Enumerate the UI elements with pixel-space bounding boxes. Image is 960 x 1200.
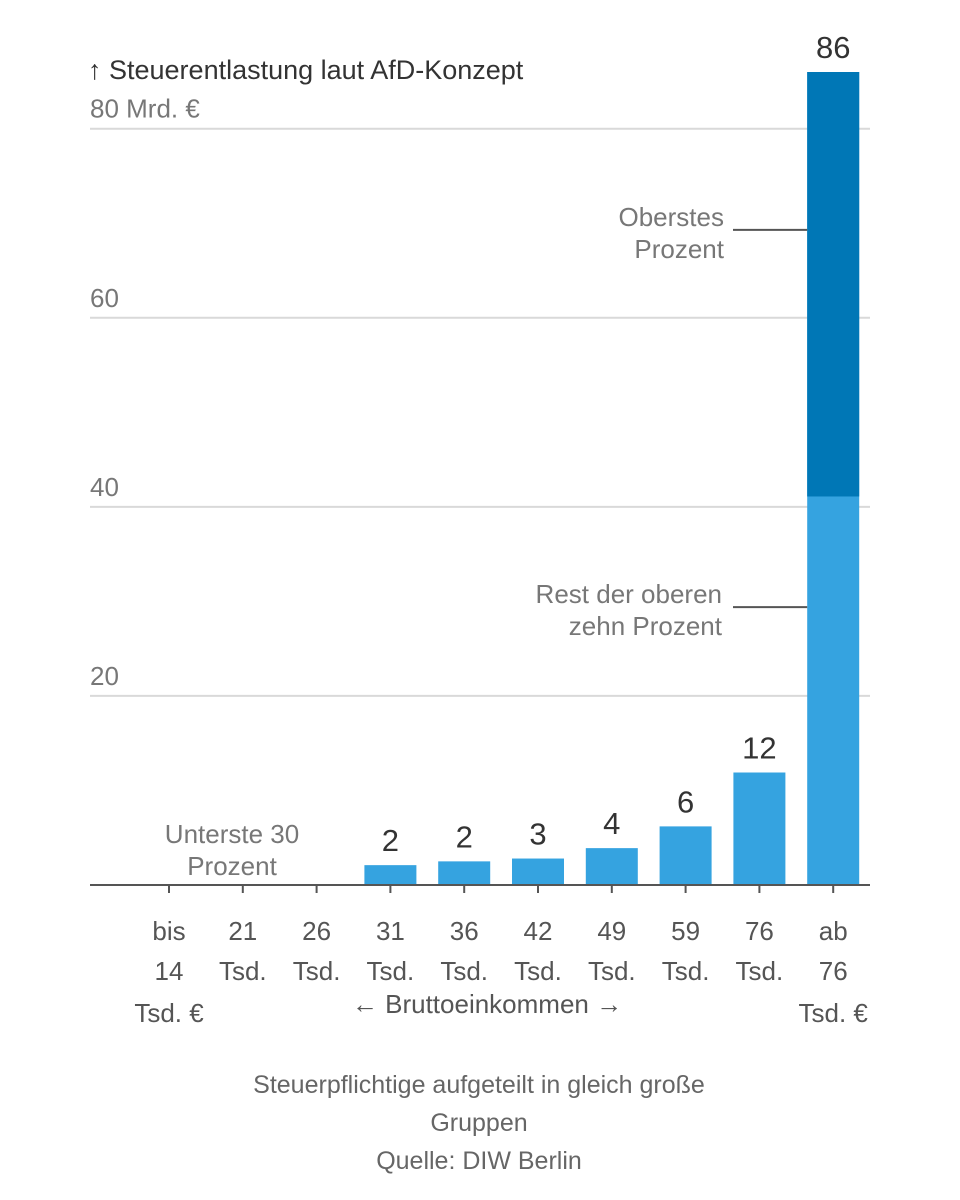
x-tick-label-1: 21 Tsd. xyxy=(219,916,267,986)
x-tick-label-0: bis 14 Tsd. € xyxy=(134,916,204,1028)
x-tick-label-3: 31 Tsd. xyxy=(367,916,415,986)
bar-42-Tsd xyxy=(512,858,564,885)
annotation-unterste-30-prozent: Unterste 30 Prozent xyxy=(165,819,299,881)
x-tick-label-7: 59 Tsd. xyxy=(662,916,710,986)
x-tick-label-9: ab 76 Tsd. € xyxy=(799,916,869,1028)
value-label-6: 4 xyxy=(603,806,620,841)
value-label-5: 3 xyxy=(529,817,546,852)
x-tick-label-8: 76 Tsd. xyxy=(736,916,784,986)
value-label-9: 86 xyxy=(816,30,850,65)
bar-76-Tsd xyxy=(733,772,786,885)
value-label-3: 2 xyxy=(382,823,399,858)
footer-line-2: Quelle: DIW Berlin xyxy=(376,1147,582,1175)
bar-layer xyxy=(364,72,860,885)
x-tick-label-2: 26 Tsd. xyxy=(293,916,341,986)
y-tick-label-80: 80 Mrd. € xyxy=(90,94,200,124)
y-tick-label-40: 40 xyxy=(90,472,119,502)
label-layer: bis 14 Tsd. € 21 Tsd. 26 Tsd. 31 Tsd. 36 Tsd. 42 Tsd… xyxy=(134,30,868,1028)
x-tick-layer xyxy=(168,885,835,893)
bar-49-Tsd xyxy=(585,848,638,885)
footer-line-0: Steuerpflichtige aufgeteilt in gleich gr… xyxy=(253,1071,705,1099)
chart-footer: Steuerpflichtige aufgeteilt in gleich gr… xyxy=(253,1071,705,1175)
bar-31-Tsd xyxy=(364,865,417,885)
grid-layer: 20 40 60 80 Mrd. € xyxy=(90,94,870,697)
footer-line-1: Gruppen xyxy=(430,1109,527,1137)
x-tick-label-4: 36 Tsd. xyxy=(440,916,488,986)
value-label-8: 12 xyxy=(742,731,776,766)
x-tick-label-6: 49 Tsd. xyxy=(588,916,636,986)
x-tick-label-5: 42 Tsd. xyxy=(514,916,562,986)
value-label-7: 6 xyxy=(677,784,694,819)
chart-title: ↑ Steuerentlastung laut AfD-Konzept xyxy=(88,55,524,85)
value-label-4: 2 xyxy=(456,819,473,854)
bar-36-Tsd xyxy=(438,861,491,885)
annotation-oberstes-prozent: Oberstes Prozent xyxy=(619,202,725,264)
y-tick-label-20: 20 xyxy=(90,661,119,691)
x-axis-label: ← Bruttoeinkommen → xyxy=(352,989,622,1019)
bar-59-Tsd xyxy=(659,826,712,885)
bar-segment-oberstes-prozent xyxy=(807,72,860,497)
annotation-rest-obere-zehn-prozent: Rest der oberen zehn Prozent xyxy=(536,579,723,641)
y-tick-label-60: 60 xyxy=(90,283,119,313)
